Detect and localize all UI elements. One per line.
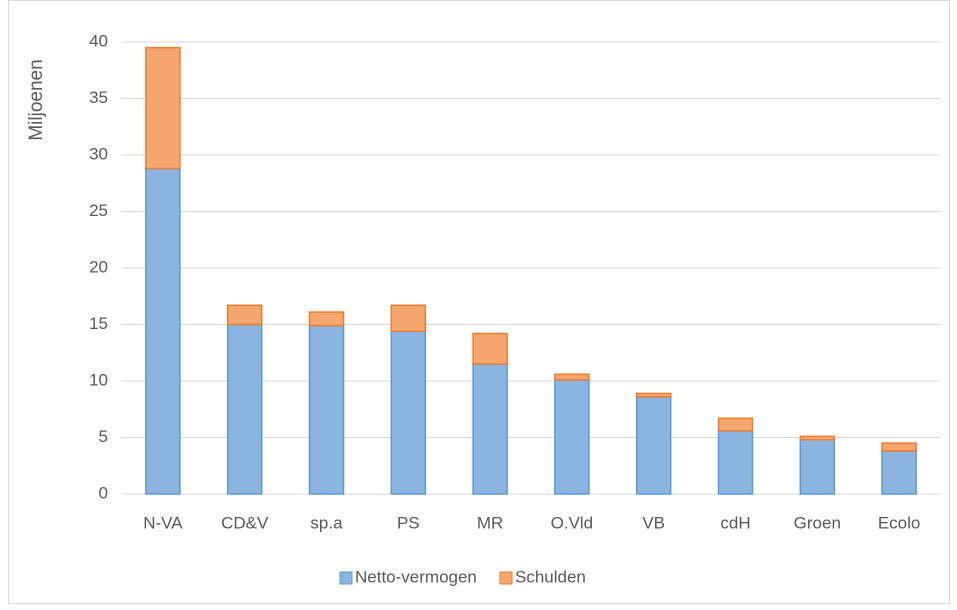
bar-segment (717, 417, 754, 432)
x-tick-label: cdH (720, 513, 750, 532)
y-tick-label: 40 (89, 31, 108, 50)
bar-segment (226, 323, 263, 495)
y-tick-label: 25 (89, 201, 108, 220)
x-tick-label: VB (642, 513, 665, 532)
x-tick-label: CD&V (221, 513, 269, 532)
x-tick-label: O.Vld (551, 513, 594, 532)
bar-segment (308, 311, 345, 327)
bar-segment (799, 439, 836, 495)
bar-segment (881, 442, 917, 452)
y-tick-label: 20 (89, 257, 108, 276)
bar-segment (635, 392, 672, 398)
legend-label: Netto-vermogen (355, 567, 477, 586)
bar-segment (226, 304, 263, 326)
x-tick-label: Groen (794, 513, 841, 532)
y-tick-label: 10 (89, 370, 108, 389)
bar-segment (799, 435, 836, 441)
bar-segment (881, 450, 917, 495)
bar-segment (390, 330, 427, 495)
bar-segment (390, 304, 427, 333)
legend-swatch (339, 571, 353, 585)
bar-segment (635, 396, 672, 495)
y-tick-label: 5 (99, 427, 108, 446)
x-tick-label: sp.a (310, 513, 343, 532)
bar-segment (472, 363, 508, 495)
bar-segment (554, 379, 590, 495)
y-tick-label: 0 (99, 483, 108, 502)
x-tick-label: Ecolo (878, 513, 921, 532)
y-tick-label: 35 (89, 88, 108, 107)
x-tick-label: MR (477, 513, 503, 532)
legend-swatch (499, 571, 513, 585)
x-tick-label: N-VA (143, 513, 183, 532)
bar-segment (472, 332, 508, 365)
y-tick-label: 15 (89, 314, 108, 333)
legend-label: Schulden (515, 567, 586, 586)
x-tick-label: PS (397, 513, 420, 532)
bar-segment (717, 429, 754, 495)
bar-segment (308, 324, 345, 495)
bar-segment (145, 46, 181, 170)
y-tick-label: 30 (89, 144, 108, 163)
bar-segment (145, 167, 181, 495)
bar-segment (554, 373, 590, 381)
y-axis-label: Miljoenen (26, 59, 47, 140)
